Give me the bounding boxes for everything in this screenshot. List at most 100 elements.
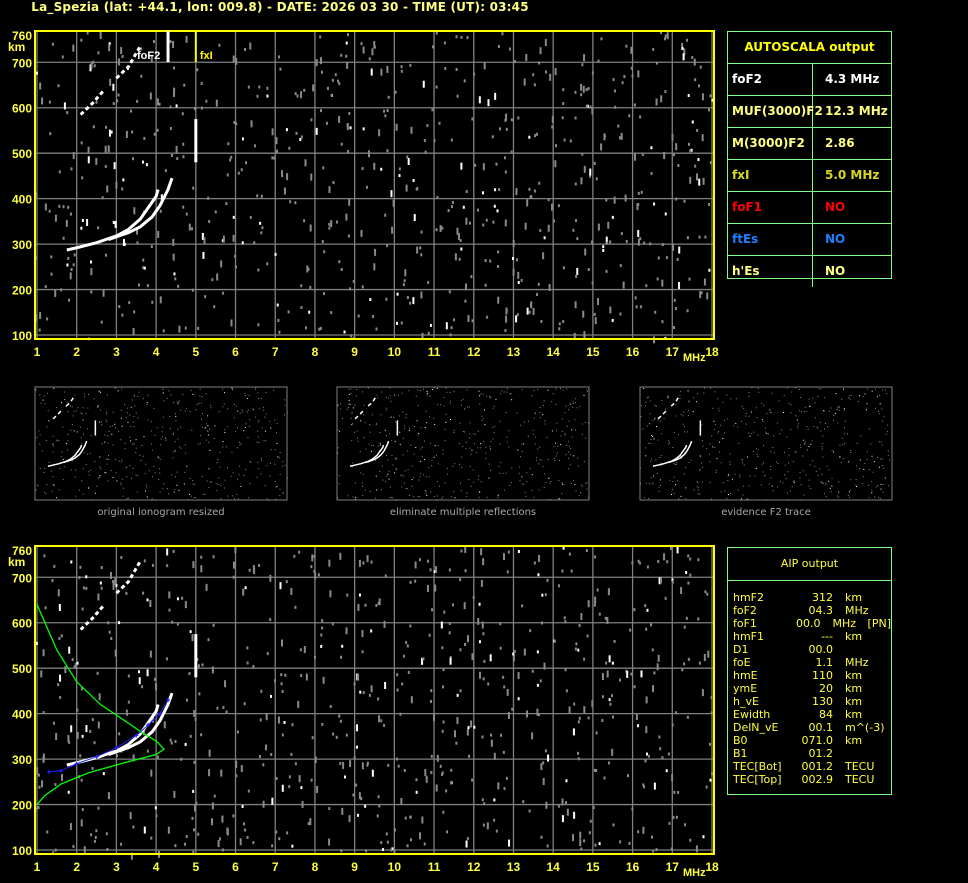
noise-dot — [687, 431, 689, 433]
noise-dot — [378, 129, 381, 137]
noise-dot — [350, 388, 352, 390]
noise-dot — [574, 116, 577, 120]
noise-dot — [883, 415, 885, 417]
noise-dot — [351, 413, 353, 415]
aip-cell — [845, 643, 885, 656]
noise-dot — [562, 320, 565, 324]
noise-dot — [196, 68, 199, 72]
noise-dot — [50, 470, 52, 472]
noise-dot — [208, 749, 211, 757]
noise-dot — [107, 621, 110, 625]
noise-dot — [361, 285, 364, 289]
noise-dot — [810, 488, 812, 490]
noise-dot — [686, 715, 689, 719]
noise-dot — [106, 413, 108, 415]
noise-dot — [82, 419, 84, 421]
noise-dot — [696, 486, 698, 488]
noise-dot — [520, 278, 523, 282]
noise-dot — [87, 146, 90, 154]
noise-dot — [191, 634, 194, 642]
noise-dot — [440, 404, 442, 406]
noise-dot — [223, 403, 225, 405]
noise-dot — [701, 134, 704, 142]
noise-dot — [124, 404, 126, 406]
noise-dot — [468, 406, 470, 408]
noise-dot — [219, 466, 221, 468]
noise-dot — [169, 415, 171, 417]
noise-dot — [664, 89, 667, 93]
noise-dot — [442, 810, 445, 814]
noise-dot — [486, 496, 488, 498]
noise-dot — [383, 620, 386, 628]
noise-dot — [449, 418, 451, 420]
noise-dot — [266, 94, 269, 98]
noise-dot — [417, 434, 419, 436]
noise-dot — [332, 732, 335, 736]
noise-dot — [190, 495, 192, 497]
noise-dot — [261, 226, 264, 230]
noise-dot — [560, 387, 562, 389]
noise-dot — [494, 92, 497, 100]
noise-dot — [506, 441, 508, 443]
noise-dot — [633, 608, 636, 612]
noise-dot — [354, 404, 356, 406]
noise-dot — [150, 55, 153, 63]
noise-dot — [425, 476, 427, 478]
noise-dot — [242, 588, 245, 596]
noise-dot — [42, 753, 45, 761]
noise-dot — [254, 144, 257, 148]
noise-dot — [407, 450, 409, 452]
trace-multiple_1 — [657, 409, 668, 420]
noise-dot — [304, 159, 307, 163]
noise-dot — [81, 480, 83, 482]
noise-dot — [608, 655, 611, 663]
noise-dot — [492, 426, 494, 428]
noise-dot — [389, 387, 391, 389]
noise-dot — [582, 85, 585, 93]
noise-dot — [307, 822, 310, 826]
noise-dot — [545, 481, 547, 483]
noise-dot — [401, 486, 403, 488]
noise-dot — [313, 569, 316, 573]
noise-dot — [233, 404, 235, 406]
noise-dot — [875, 388, 877, 390]
noise-dot — [35, 641, 38, 645]
noise-dot — [478, 475, 480, 477]
noise-dot — [573, 332, 576, 340]
noise-dot — [730, 398, 732, 400]
noise-dot — [631, 561, 634, 565]
noise-dot — [665, 769, 668, 773]
noise-dot — [193, 828, 196, 832]
aip-row: Ewidth 84 km — [728, 708, 891, 721]
noise-dot — [172, 253, 175, 261]
noise-dot — [38, 430, 40, 432]
thumb-frame — [336, 386, 590, 501]
noise-dot — [274, 463, 276, 465]
noise-dot — [183, 483, 185, 485]
noise-dot — [810, 443, 812, 445]
noise-dot — [660, 455, 662, 457]
noise-dot — [679, 397, 681, 399]
noise-dot — [456, 94, 459, 98]
noise-dot — [388, 478, 390, 480]
noise-dot — [623, 75, 626, 79]
noise-dot — [692, 410, 694, 412]
noise-dot — [287, 310, 290, 314]
noise-dot — [415, 395, 417, 397]
aip-row: DelN_vE 00.1 m^(-3) — [728, 721, 891, 734]
plot-area — [35, 387, 287, 500]
noise-dot — [739, 474, 741, 476]
noise-dot — [689, 838, 692, 842]
noise-dot — [377, 397, 379, 399]
noise-dot — [73, 253, 76, 257]
noise-dot — [174, 441, 176, 443]
noise-dot — [222, 446, 224, 448]
noise-dot — [280, 682, 283, 686]
noise-dot — [607, 761, 610, 765]
noise-dot — [387, 763, 390, 767]
noise-dot — [39, 434, 41, 436]
noise-dot — [371, 315, 374, 319]
plot-area — [337, 387, 589, 500]
noise-dot — [742, 485, 744, 487]
noise-dot — [581, 152, 584, 156]
